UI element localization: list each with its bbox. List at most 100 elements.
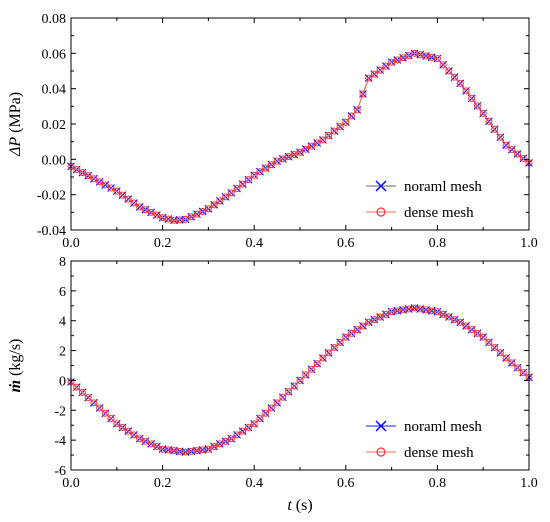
marker-circle	[462, 322, 470, 330]
marker-circle	[382, 62, 390, 70]
marker-circle	[307, 365, 315, 373]
marker-circle	[124, 427, 132, 435]
x-tick-label: 0.2	[154, 236, 172, 251]
marker-circle	[491, 344, 499, 352]
y-axis-symbol: ṁ	[7, 380, 24, 392]
x-tick-label: 0.8	[429, 236, 447, 251]
marker-circle	[336, 338, 344, 346]
x-tick-label: 0.4	[245, 476, 263, 491]
data-point	[436, 311, 438, 313]
marker-circle	[119, 423, 127, 431]
data-point	[162, 448, 164, 450]
legend-entry: noraml mesh	[366, 419, 482, 435]
marker-circle	[342, 333, 350, 341]
marker-circle	[302, 145, 310, 153]
marker-circle	[204, 205, 212, 213]
marker-circle	[239, 180, 247, 188]
data-point	[230, 438, 232, 440]
marker-circle	[451, 73, 459, 81]
data-point	[299, 379, 301, 382]
marker-circle	[267, 404, 275, 412]
y-axis-symbol: ΔP	[7, 137, 24, 157]
marker-circle	[456, 318, 464, 326]
marker-circle	[519, 154, 527, 162]
legend-entry: dense mesh	[366, 205, 474, 221]
marker-circle	[96, 178, 104, 186]
data-point	[299, 151, 301, 153]
marker-circle	[325, 349, 333, 357]
x-tick-label: 0.8	[429, 476, 447, 491]
marker-circle	[285, 153, 293, 161]
marker-circle	[473, 102, 481, 110]
marker-circle	[244, 423, 252, 431]
marker-circle	[393, 56, 401, 64]
marker-circle	[78, 169, 86, 177]
data-point	[253, 423, 255, 425]
marker-circle	[73, 383, 81, 391]
marker-circle	[388, 58, 396, 66]
data-point	[322, 139, 324, 141]
y-tick-label: 0.02	[42, 118, 67, 133]
marker-circle	[348, 329, 356, 337]
marker-circle	[90, 399, 98, 407]
data-point	[116, 190, 118, 192]
legend-entry: noraml mesh	[366, 179, 482, 195]
data-point	[356, 109, 358, 111]
marker-circle	[348, 112, 356, 120]
marker-circle	[439, 61, 447, 69]
marker-circle	[296, 376, 304, 384]
marker-circle	[519, 369, 527, 377]
data-point	[93, 402, 95, 404]
data-point	[230, 192, 232, 194]
data-point	[459, 321, 461, 323]
marker-circle	[136, 435, 144, 443]
marker-circle	[216, 440, 224, 448]
legend: noraml mesh dense mesh	[366, 419, 482, 461]
marker-circle	[319, 136, 327, 144]
marker-circle	[227, 189, 235, 197]
marker-circle	[445, 67, 453, 75]
x-axis-symbol: t	[287, 497, 292, 514]
x-tick-label: 0.0	[62, 236, 80, 251]
data-point	[368, 77, 370, 79]
marker-circle	[96, 404, 104, 412]
data-point	[482, 336, 484, 338]
marker-circle	[250, 171, 258, 179]
data-point	[116, 423, 118, 425]
marker-circle	[262, 164, 270, 172]
marker-circle	[376, 313, 384, 321]
marker-circle	[330, 127, 338, 135]
marker-circle	[485, 117, 493, 125]
y-tick-label: 6	[59, 285, 66, 300]
marker-circle	[399, 54, 407, 62]
data-point	[436, 58, 438, 60]
y-tick-label: -0.04	[37, 224, 66, 239]
marker-circle	[485, 338, 493, 346]
y-tick-label: 8	[59, 255, 66, 270]
marker-circle	[365, 74, 373, 82]
x-tick-label: 1.0	[520, 236, 538, 251]
marker-circle	[244, 176, 252, 184]
marker-circle	[90, 175, 98, 183]
legend-label: dense mesh	[404, 445, 474, 461]
marker-circle	[342, 118, 350, 126]
pressure-panel: 0.0 0.2 0.4 0.6 0.8 1.0 -0.04 -0.02 0.00 0.02 0.04…	[7, 12, 538, 251]
marker-circle	[107, 184, 115, 192]
marker-circle	[382, 310, 390, 318]
data-point	[345, 121, 347, 123]
marker-circle	[147, 440, 155, 448]
data-point	[162, 217, 164, 219]
y-tick-label: -0.02	[37, 189, 66, 204]
marker-circle	[222, 437, 230, 445]
marker-circle	[468, 94, 476, 102]
marker-circle	[456, 79, 464, 87]
marker-circle	[514, 364, 522, 372]
marker-circle	[124, 195, 132, 203]
mass-flow-panel: 0.0 0.2 0.4 0.6 0.8 1.0 -6 -4 -2 0 2 4 6 8 ṁ (kg/s) t (…	[7, 255, 538, 514]
marker-circle	[359, 322, 367, 330]
y-tick-label: 4	[59, 315, 66, 330]
marker-circle	[462, 87, 470, 95]
x-tick-label: 1.0	[520, 476, 538, 491]
data-point	[93, 178, 95, 180]
marker-circle	[273, 399, 281, 407]
